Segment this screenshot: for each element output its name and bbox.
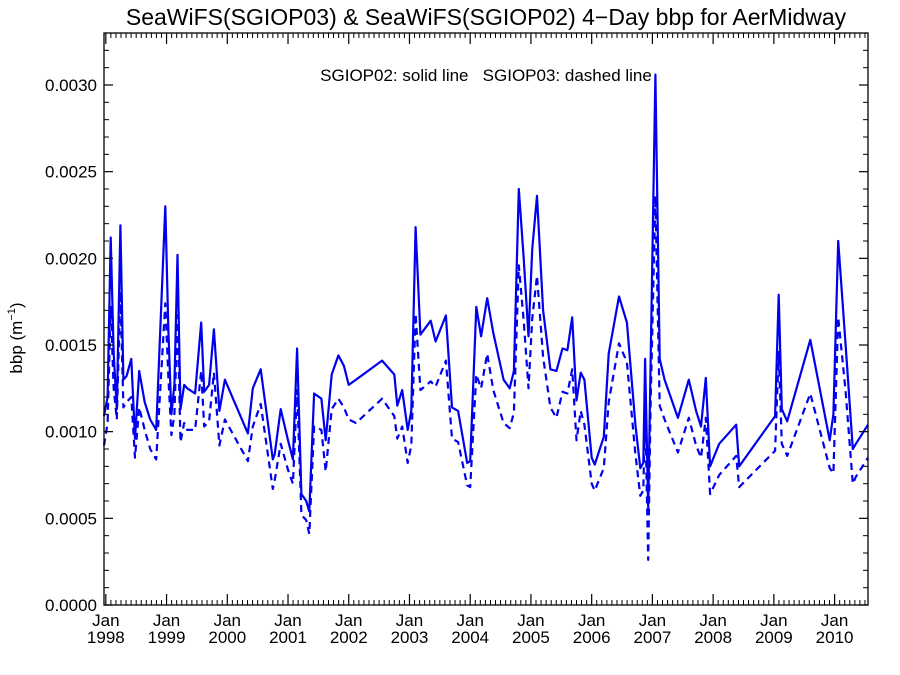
y-axis-label-superscript: −1 <box>6 308 18 321</box>
x-tick-label-year: 2007 <box>633 628 671 647</box>
x-tick-label-year: 2000 <box>208 628 246 647</box>
chart-title: SeaWiFS(SGIOP03) & SeaWiFS(SGIOP02) 4−Da… <box>126 4 847 30</box>
chart-annotation: SGIOP02: solid line SGIOP03: dashed line <box>320 66 652 85</box>
x-tick-label-year: 2002 <box>330 628 368 647</box>
x-tick-label-month: Jan <box>578 611 605 630</box>
x-tick-label-year: 2004 <box>451 628 489 647</box>
x-tick-label-month: Jan <box>821 611 848 630</box>
y-tick-label: 0.0000 <box>45 596 97 615</box>
x-tick-label-year: 2001 <box>269 628 307 647</box>
x-tick-label-year: 2009 <box>755 628 793 647</box>
y-tick-label: 0.0005 <box>45 509 97 528</box>
y-axis-label: bbp (m−1) <box>6 302 26 373</box>
x-tick-label-month: Jan <box>274 611 301 630</box>
y-tick-label: 0.0025 <box>45 163 97 182</box>
x-tick-label-month: Jan <box>456 611 483 630</box>
x-tick-label-month: Jan <box>760 611 787 630</box>
x-tick-label-year: 2008 <box>694 628 732 647</box>
x-tick-label-month: Jan <box>396 611 423 630</box>
x-tick-label-month: Jan <box>335 611 362 630</box>
y-axis-label-base: bbp (m <box>7 321 26 374</box>
y-tick-label: 0.0010 <box>45 423 97 442</box>
x-tick-label-month: Jan <box>153 611 180 630</box>
x-tick-label-year: 2005 <box>512 628 550 647</box>
x-tick-label-year: 2006 <box>573 628 611 647</box>
x-tick-label-month: Jan <box>214 611 241 630</box>
x-tick-label-month: Jan <box>639 611 666 630</box>
x-tick-label-month: Jan <box>517 611 544 630</box>
series-line-dashed <box>102 194 869 561</box>
series-line-solid <box>102 73 869 513</box>
y-axis-label-close: ) <box>7 302 26 308</box>
y-tick-label: 0.0030 <box>45 76 97 95</box>
ticks-layer: 0.0000 0.0005 0.0010 0.0015 0.0020 0.0025 0.00… <box>45 32 868 647</box>
x-tick-label-year: 2003 <box>391 628 429 647</box>
x-tick-label-year: 1999 <box>148 628 186 647</box>
y-tick-label: 0.0020 <box>45 249 97 268</box>
plot-frame <box>103 32 869 606</box>
x-tick-label-month: Jan <box>92 611 119 630</box>
x-tick-label-month: Jan <box>699 611 726 630</box>
series-layer <box>102 73 869 561</box>
x-tick-label-year: 2010 <box>816 628 854 647</box>
x-tick-label-year: 1998 <box>87 628 125 647</box>
y-tick-label: 0.0015 <box>45 336 97 355</box>
